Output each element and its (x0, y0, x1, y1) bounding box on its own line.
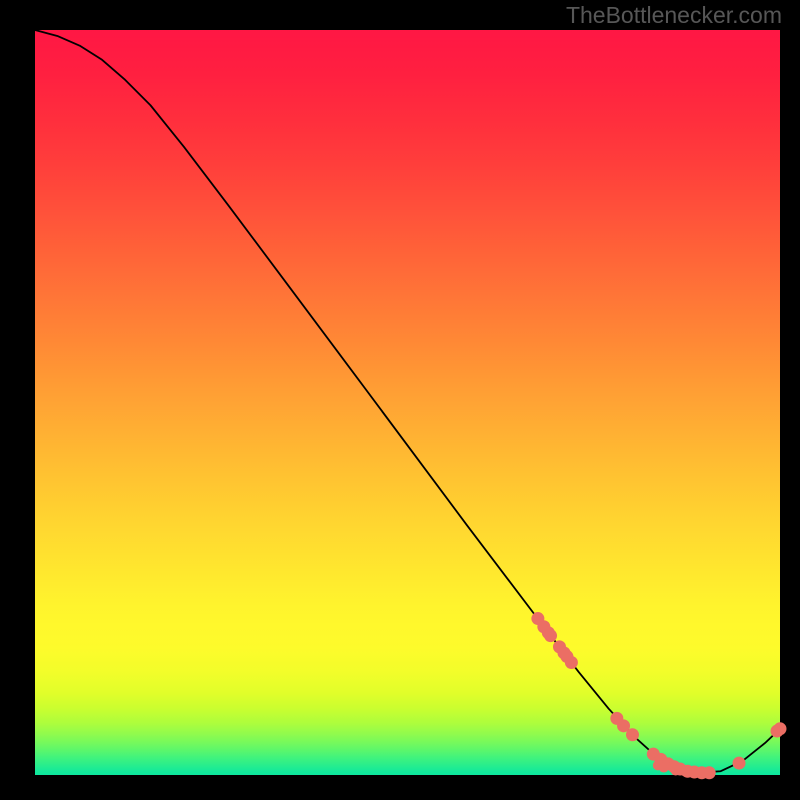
watermark-text: TheBottlenecker.com (566, 2, 782, 29)
scatter-point (626, 728, 639, 741)
chart-svg (0, 0, 800, 800)
plot-background (35, 30, 780, 775)
scatter-point (703, 766, 716, 779)
scatter-point (565, 656, 578, 669)
chart-frame (0, 0, 800, 800)
scatter-point (659, 763, 669, 773)
scatter-point (671, 766, 681, 776)
scatter-point (733, 757, 746, 770)
scatter-point (544, 629, 557, 642)
scatter-point (686, 767, 696, 777)
scatter-point (774, 722, 787, 735)
